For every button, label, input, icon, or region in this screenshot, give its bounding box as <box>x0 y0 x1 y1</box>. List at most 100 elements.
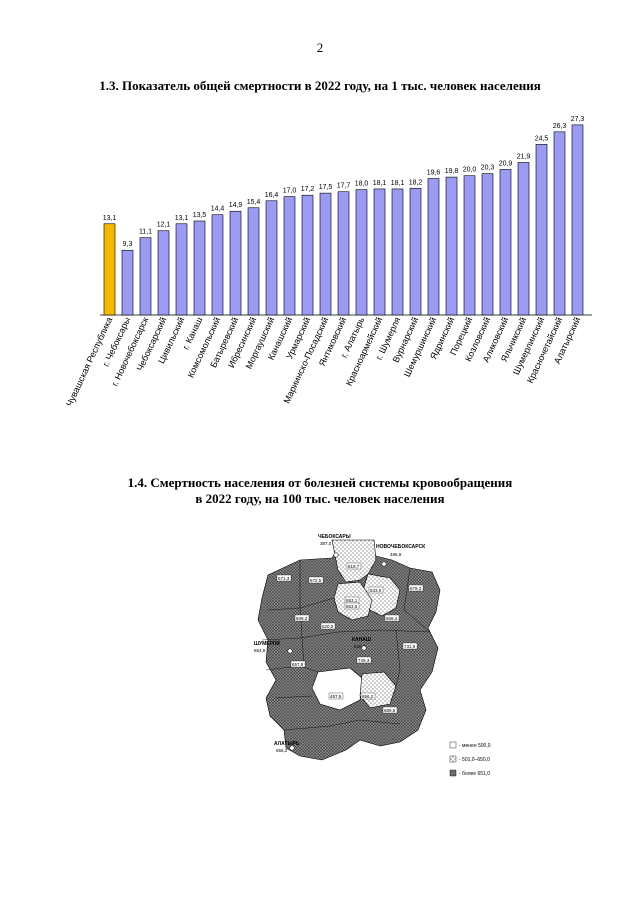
map-district-value: 653,5 <box>346 604 358 609</box>
map-district-value: 609,3 <box>296 616 308 621</box>
data-label: 26,3 <box>553 123 567 130</box>
map-district-value: 618,7 <box>348 564 360 569</box>
data-label: 21,9 <box>517 153 531 160</box>
bar <box>463 175 476 316</box>
map-district-value: 533,0 <box>370 588 382 593</box>
map-value-box <box>360 692 376 700</box>
bar <box>355 189 368 316</box>
data-label: 13,5 <box>193 212 207 219</box>
data-label: 14,4 <box>211 206 225 213</box>
bar <box>445 176 458 316</box>
map-value-box <box>320 622 336 630</box>
bar <box>553 131 566 316</box>
map-value-box <box>408 584 424 592</box>
map-city-value: 486,8 <box>390 552 402 557</box>
map-value-box <box>356 656 372 664</box>
bar <box>121 249 134 316</box>
data-label: 14,9 <box>229 202 243 209</box>
data-label: 24,5 <box>535 135 549 142</box>
map-value-box <box>382 706 398 714</box>
map-city-name: ЧЕБОКСАРЫ <box>318 534 351 540</box>
bar <box>103 223 116 316</box>
map-value-box <box>276 574 292 582</box>
bar <box>571 124 584 316</box>
data-label: 19,6 <box>427 170 441 177</box>
map-region-cheboksary <box>331 539 377 583</box>
data-label: 13,1 <box>103 215 117 222</box>
bar <box>301 194 314 316</box>
map-district-value: 657,9 <box>292 662 304 667</box>
map-city-value: 620,7 <box>354 644 366 649</box>
map-city-name: ШУМЕРЛЯ <box>254 641 280 647</box>
bar <box>247 207 260 316</box>
bar <box>427 178 440 316</box>
legend-swatch-mid <box>449 755 457 763</box>
page-number: 2 <box>316 40 324 55</box>
map-value-box <box>344 602 360 610</box>
bar <box>535 144 548 316</box>
data-label: 13,1 <box>175 215 189 222</box>
bar <box>409 187 422 316</box>
map-title-line2: в 2022 году, на 100 тыс. человек населен… <box>195 491 445 506</box>
data-label: 16,4 <box>265 192 279 199</box>
map-value-box <box>368 586 384 594</box>
bar <box>265 200 278 316</box>
bar <box>283 196 296 316</box>
bar <box>319 192 332 316</box>
map-district-value: 731,9 <box>404 644 416 649</box>
data-label: 17,5 <box>319 184 333 191</box>
map-city-marker <box>361 645 367 651</box>
map-city-value: 387,0 <box>320 541 332 546</box>
data-label: 17,0 <box>283 188 297 195</box>
data-label: 20,9 <box>499 160 513 167</box>
data-label: 15,4 <box>247 199 261 206</box>
map-city-marker <box>289 745 295 751</box>
map-district-value: 671,3 <box>278 576 290 581</box>
map-city-name: КАНАШ <box>352 637 371 643</box>
map-city-value: 654,5 <box>254 648 266 653</box>
data-label: 17,7 <box>337 183 351 190</box>
legend-mid: - 501,0–650,0 <box>459 757 490 763</box>
district-borders <box>261 560 431 731</box>
bar <box>211 214 224 316</box>
data-label: 20,0 <box>463 167 477 174</box>
data-label: 19,8 <box>445 168 459 175</box>
data-label: 18,1 <box>391 180 405 187</box>
bar <box>499 169 512 316</box>
map-city-name: АЛАТЫРЬ <box>274 741 300 747</box>
bar <box>193 220 206 316</box>
data-label: 20,3 <box>481 165 495 172</box>
chart-title: 1.3. Показатель общей смертности в 2022 … <box>99 78 541 93</box>
map-district-value: 666,4 <box>386 616 398 621</box>
map-city-value: 656,2 <box>276 748 288 753</box>
data-label: 12,1 <box>157 222 171 229</box>
map-district-value: 656,2 <box>362 694 374 699</box>
map-value-box <box>328 692 344 700</box>
bar <box>481 173 494 316</box>
map-district-value: 679,3 <box>410 586 422 591</box>
map-district-value: 487,5 <box>330 694 342 699</box>
map-value-box <box>384 614 400 622</box>
bar <box>391 188 404 316</box>
map-district-value: 689,5 <box>384 708 396 713</box>
data-label: 11,1 <box>139 229 152 236</box>
bar <box>175 223 188 316</box>
map-city-marker <box>381 561 387 567</box>
legend-swatch-low <box>449 741 457 749</box>
legend-low: - менее 500,0 <box>459 743 491 749</box>
map-city-marker <box>333 552 339 558</box>
bar <box>373 188 386 316</box>
map-value-box <box>346 562 362 570</box>
bar <box>157 230 170 316</box>
data-label: 17,2 <box>301 186 315 193</box>
map-value-box <box>402 642 418 650</box>
data-label: 9,3 <box>123 241 133 248</box>
legend-high: - более 651,0 <box>459 771 490 777</box>
map-value-box <box>308 576 324 584</box>
map-region-white <box>311 667 363 711</box>
map-district-value: 553,1 <box>346 598 358 603</box>
map-district-value: 672,5 <box>310 578 322 583</box>
map-value-box <box>290 660 306 668</box>
map-city-name: НОВОЧЕБОКСАРСК <box>376 544 426 550</box>
